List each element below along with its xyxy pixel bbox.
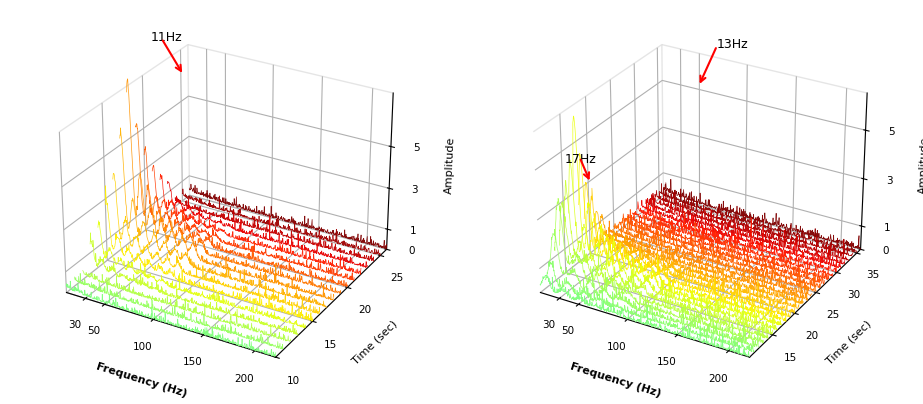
Text: 11Hz: 11Hz [150,31,182,44]
X-axis label: Frequency (Hz): Frequency (Hz) [95,362,188,399]
Y-axis label: Time (sec): Time (sec) [824,319,872,367]
Text: 13Hz: 13Hz [717,38,749,51]
Y-axis label: Time (sec): Time (sec) [350,319,399,367]
Text: 17Hz: 17Hz [565,154,596,166]
X-axis label: Frequency (Hz): Frequency (Hz) [569,362,663,399]
